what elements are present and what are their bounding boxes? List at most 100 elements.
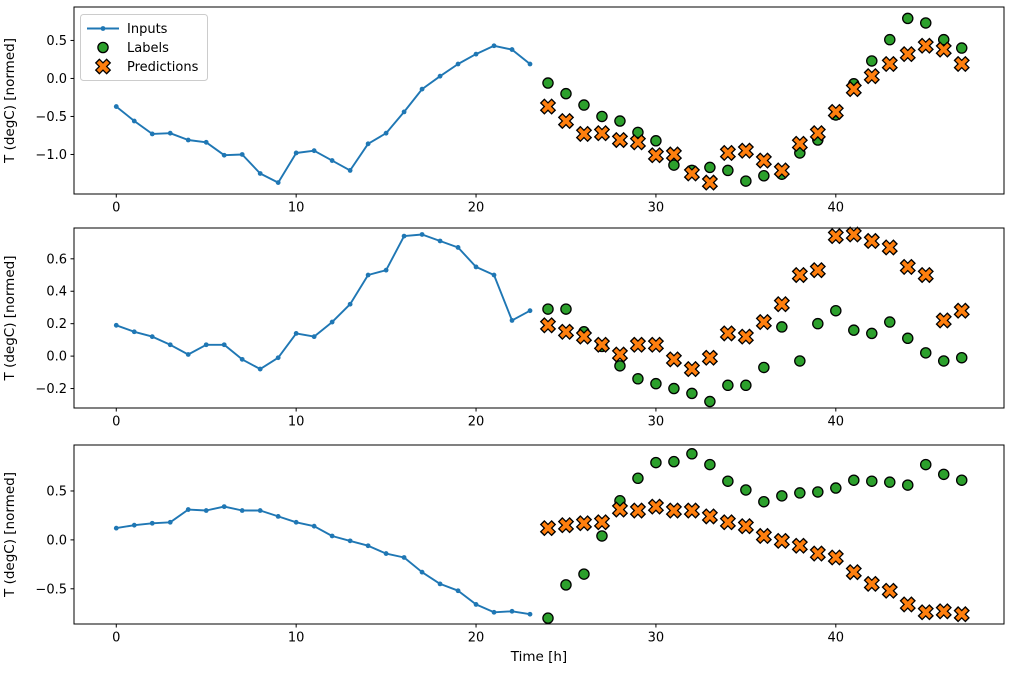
label-marker <box>758 170 770 182</box>
y-tick-label: 0.0 <box>46 72 67 87</box>
y-tick-label: 0.4 <box>46 285 67 300</box>
label-marker <box>596 110 608 123</box>
x-tick-label: 30 <box>648 201 665 216</box>
label-marker <box>937 468 950 481</box>
prediction-marker <box>737 518 755 535</box>
input-point <box>437 73 443 79</box>
input-point <box>275 180 281 185</box>
input-point <box>239 508 245 513</box>
label-marker <box>722 475 734 487</box>
label-marker <box>866 55 878 67</box>
input-point <box>527 61 533 67</box>
prediction-marker <box>557 323 575 340</box>
input-point <box>203 508 209 513</box>
prediction-marker <box>791 266 808 284</box>
prediction-marker <box>539 98 557 115</box>
label-marker <box>632 126 644 139</box>
prediction-marker <box>827 103 844 121</box>
input-point <box>419 569 425 575</box>
input-point <box>455 588 461 594</box>
prediction-marker <box>557 517 575 534</box>
y-tick-label: −0.5 <box>35 582 67 597</box>
y-axis: 0.5 0.0 −0.5 −1.0 <box>35 34 74 163</box>
input-point <box>311 334 317 340</box>
prediction-marker <box>755 527 773 545</box>
label-marker <box>794 487 806 499</box>
label-marker <box>955 474 968 486</box>
label-marker <box>812 486 824 498</box>
legend-item-label: Predictions <box>127 60 199 75</box>
prediction-marker <box>647 336 665 353</box>
label-marker <box>884 476 896 488</box>
label-marker <box>650 135 662 147</box>
prediction-marker <box>863 575 880 593</box>
prediction-marker <box>827 549 844 566</box>
prediction-marker <box>737 142 755 159</box>
input-point <box>527 611 533 617</box>
subplot-3: 0 10 20 30 40 0.5 0.0 −0.5 T (degC) [normed] Time… <box>2 444 1005 665</box>
label-marker <box>955 42 968 54</box>
input-point <box>383 130 389 136</box>
input-point <box>185 507 191 512</box>
inputs-line <box>115 233 531 371</box>
prediction-marker <box>647 147 665 164</box>
labels-scatter <box>542 448 968 624</box>
prediction-marker <box>899 258 916 276</box>
y-axis: 0.6 0.4 0.2 0.0 −0.2 <box>35 252 74 397</box>
x-axis: 0 10 20 30 40 <box>112 408 844 430</box>
x-tick-label: 40 <box>828 415 845 430</box>
input-point <box>383 551 389 556</box>
prediction-marker <box>665 351 683 368</box>
prediction-marker <box>593 514 611 531</box>
prediction-marker <box>791 135 808 152</box>
input-point <box>311 148 317 154</box>
label-marker <box>704 395 716 408</box>
input-point <box>203 139 209 145</box>
predictions-scatter <box>539 37 970 191</box>
label-marker <box>812 317 824 330</box>
prediction-marker <box>845 80 862 98</box>
prediction-marker <box>881 55 898 73</box>
plot-area <box>74 7 1004 194</box>
label-marker <box>937 33 950 46</box>
prediction-marker <box>719 144 737 162</box>
prediction-marker <box>647 498 665 515</box>
y-tick-label: −0.5 <box>35 110 67 125</box>
prediction-marker <box>845 563 862 581</box>
input-point <box>221 152 227 158</box>
predictions-scatter <box>539 498 970 623</box>
prediction-marker <box>575 125 593 143</box>
prediction-marker <box>809 545 826 562</box>
input-point <box>293 331 299 336</box>
prediction-marker <box>917 604 934 621</box>
prediction-marker <box>899 45 916 63</box>
label-marker <box>830 482 842 494</box>
label-marker <box>794 355 806 367</box>
legend-item-label: Inputs <box>127 22 168 37</box>
prediction-marker <box>773 296 791 313</box>
input-point <box>329 533 335 539</box>
label-marker <box>668 159 680 171</box>
input-point <box>113 525 119 531</box>
y-tick-label: 0.5 <box>46 34 67 49</box>
y-axis: 0.5 0.0 −0.5 <box>35 484 74 597</box>
input-point <box>167 130 173 136</box>
prediction-marker <box>629 336 647 353</box>
label-marker <box>560 87 572 100</box>
prediction-marker <box>953 302 970 319</box>
x-axis-label: Time [h] <box>510 649 567 665</box>
line-dot-icon <box>100 26 106 31</box>
label-marker <box>848 474 860 486</box>
prediction-marker <box>593 125 611 142</box>
input-point <box>275 514 281 519</box>
prediction-marker <box>755 313 773 331</box>
y-tick-label: −1.0 <box>35 148 67 163</box>
label-marker <box>902 479 914 491</box>
input-point <box>257 171 263 176</box>
label-marker <box>848 324 860 336</box>
prediction-marker <box>557 112 575 130</box>
input-point <box>527 308 533 314</box>
circle-icon <box>97 41 109 54</box>
y-tick-label: 0.0 <box>46 350 67 365</box>
